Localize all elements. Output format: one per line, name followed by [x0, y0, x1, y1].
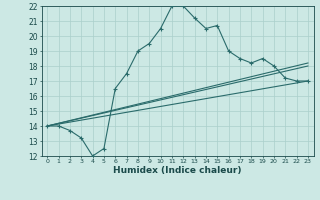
X-axis label: Humidex (Indice chaleur): Humidex (Indice chaleur) — [113, 166, 242, 175]
